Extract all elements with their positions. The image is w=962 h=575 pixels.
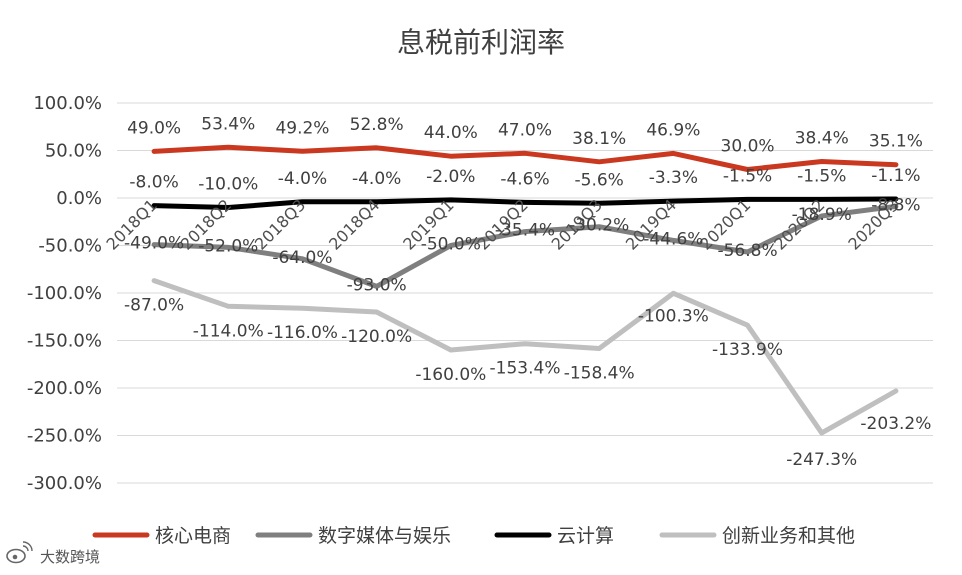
legend-label: 云计算 <box>557 525 614 547</box>
data-label: -133.9% <box>712 340 783 360</box>
series-line-2 <box>151 196 899 210</box>
data-label: -64.0% <box>272 248 332 268</box>
data-label: -1.1% <box>871 166 920 186</box>
y-tick-label: -50.0% <box>38 236 102 257</box>
y-tick-label: -150.0% <box>27 331 102 352</box>
data-label: -153.4% <box>490 359 561 379</box>
data-label: 47.0% <box>498 120 552 140</box>
data-label: -160.0% <box>415 365 486 385</box>
data-label: -4.0% <box>352 169 401 189</box>
series-lines <box>151 144 899 436</box>
data-label: -30.2% <box>569 216 629 236</box>
data-label: 44.0% <box>424 123 478 143</box>
data-label: -50.0% <box>421 235 481 255</box>
series-line-0 <box>151 144 899 172</box>
data-label: -56.8% <box>717 241 777 261</box>
data-label: 46.9% <box>646 120 700 140</box>
data-label: 30.0% <box>721 137 775 157</box>
data-label: -1.5% <box>797 166 846 186</box>
data-label: -203.2% <box>860 414 931 434</box>
watermark: 大数跨境 <box>6 541 100 566</box>
data-label: -8.0% <box>129 173 178 193</box>
data-label: -4.6% <box>500 169 549 189</box>
data-label: 35.1% <box>869 132 923 152</box>
legend-label: 数字媒体与娱乐 <box>318 525 451 547</box>
series-line-1 <box>151 203 899 289</box>
data-label: -87.0% <box>124 296 184 316</box>
weibo-logo-icon <box>6 541 33 564</box>
y-tick-label: -100.0% <box>27 283 102 304</box>
data-label: -247.3% <box>786 450 857 470</box>
data-label: -52.0% <box>198 236 258 256</box>
legend-label: 创新业务和其他 <box>722 525 855 547</box>
data-label: -114.0% <box>193 321 264 341</box>
y-tick-label: 100.0% <box>33 93 102 114</box>
data-label: 53.4% <box>201 114 255 134</box>
data-label: 49.0% <box>127 118 181 138</box>
data-label: -158.4% <box>564 363 635 383</box>
y-tick-label: 50.0% <box>45 141 102 162</box>
grid-lines <box>117 102 933 484</box>
series-line-3 <box>151 278 899 436</box>
data-label: -100.3% <box>638 306 709 326</box>
data-label: -10.0% <box>198 175 258 195</box>
data-label: -116.0% <box>267 323 338 343</box>
data-label: -93.0% <box>347 275 407 295</box>
data-label: 49.2% <box>275 118 329 138</box>
watermark-text: 大数跨境 <box>40 548 100 566</box>
data-label: 38.1% <box>572 129 626 149</box>
chart-title: 息税前利润率 <box>397 26 565 59</box>
data-labels: 49.0% 53.4% 49.2% 52.8% 44.0% 47.0% 38.1% 46.9%… <box>124 114 931 470</box>
data-label: -49.0% <box>124 234 184 254</box>
data-label: -3.3% <box>649 168 698 188</box>
legend: 核心电商 数字媒体与娱乐 云计算 创新业务和其他 <box>92 525 855 547</box>
data-label: -44.6% <box>643 229 703 249</box>
data-label: -4.0% <box>278 169 327 189</box>
data-label: -35.4% <box>495 221 555 241</box>
data-label: -8.8% <box>871 195 920 215</box>
legend-label: 核心电商 <box>155 525 231 547</box>
data-label: -120.0% <box>341 327 412 347</box>
y-tick-label: -300.0% <box>27 473 102 494</box>
y-tick-label: -200.0% <box>27 378 102 399</box>
data-label: -18.9% <box>792 205 852 225</box>
data-label: 38.4% <box>795 129 849 149</box>
data-label: 52.8% <box>350 115 404 135</box>
y-axis-ticks: 100.0% 50.0% 0.0% -50.0% -100.0% -150.0% -200.… <box>27 93 102 494</box>
y-tick-label: 0.0% <box>56 188 102 209</box>
y-tick-label: -250.0% <box>27 426 102 447</box>
data-label: -2.0% <box>426 167 475 187</box>
data-label: -1.5% <box>723 166 772 186</box>
data-label: -5.6% <box>575 170 624 190</box>
